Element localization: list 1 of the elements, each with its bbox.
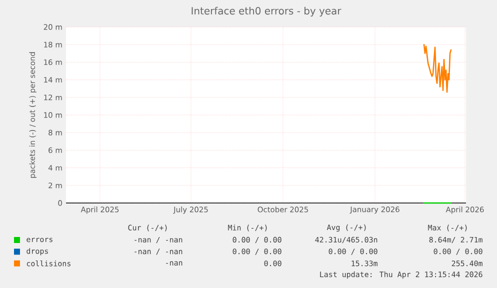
chart-title: Interface eth0 errors - by year bbox=[192, 6, 342, 17]
